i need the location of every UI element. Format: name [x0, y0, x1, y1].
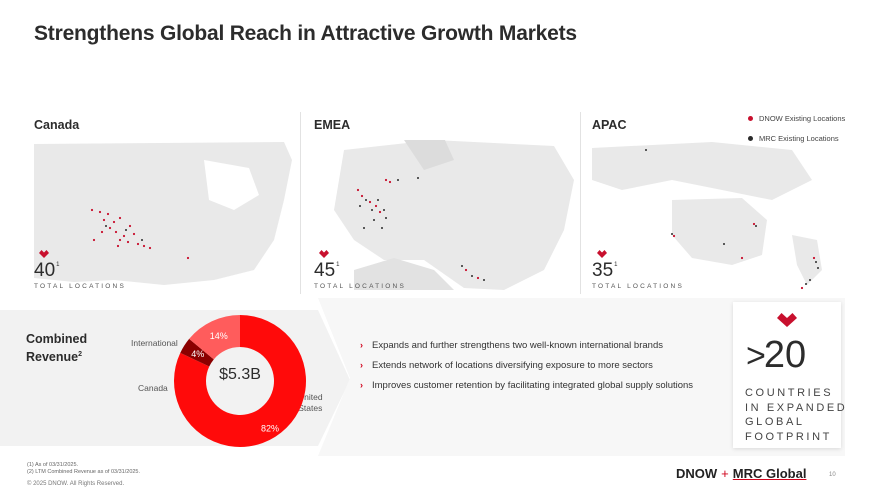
pct-label-us: 82% — [261, 423, 279, 433]
mrc-dot-icon — [748, 135, 753, 141]
divider — [300, 112, 301, 294]
region-emea: EMEA 451 TOTAL LOCATIONS — [314, 116, 576, 294]
region-apac: APAC 351 TOTAL LOCATIONS — [592, 116, 842, 294]
region-name: APAC — [592, 118, 627, 132]
emea-map — [334, 140, 574, 290]
pct-label-international: 14% — [210, 331, 228, 341]
revenue-total: $5.3B — [219, 366, 261, 383]
label-united-states: United States — [298, 392, 323, 413]
heart-icon — [319, 250, 329, 258]
label-canada: Canada — [138, 383, 168, 393]
divider — [580, 112, 581, 294]
countries-count: >20 — [746, 334, 807, 376]
brand-logo: DNOW + MRC Global — [676, 466, 807, 481]
legend-item-mrc: MRC Existing Locations — [748, 128, 845, 148]
list-item: › Improves customer retention by facilita… — [360, 380, 694, 391]
donut-segment-international — [189, 315, 240, 360]
list-item: › Expands and further strengthens two wel… — [360, 340, 663, 351]
footnotes: (1) As of 03/31/2025. (2) LTM Combined R… — [27, 462, 141, 475]
canada-map — [34, 140, 294, 290]
countries-description: COUNTRIES IN EXPANDED GLOBAL FOOTPRINT — [745, 387, 848, 443]
region-count: 451 — [314, 260, 340, 281]
region-count-label: TOTAL LOCATIONS — [314, 283, 406, 290]
legend-label: MRC Existing Locations — [759, 133, 839, 143]
revenue-title: Combined Revenue2 — [26, 332, 88, 365]
copyright: © 2025 DNOW. All Rights Reserved. — [27, 481, 125, 487]
region-canada: Canada 401 TOTAL LOCATIONS — [34, 116, 294, 294]
region-name: Canada — [34, 118, 80, 132]
dnow-dot-icon — [748, 115, 753, 121]
heart-icon — [777, 313, 797, 327]
page-number: 10 — [829, 472, 836, 478]
region-count-label: TOTAL LOCATIONS — [34, 283, 126, 290]
donut-segment-canada — [180, 338, 214, 367]
legend-item-dnow: DNOW Existing Locations — [748, 108, 845, 128]
pct-label-canada: 4% — [191, 349, 204, 359]
heart-icon — [39, 250, 49, 258]
legend-label: DNOW Existing Locations — [759, 113, 846, 123]
region-count-label: TOTAL LOCATIONS — [592, 283, 684, 290]
region-name: EMEA — [314, 118, 351, 132]
chevron-right-icon: › — [360, 360, 363, 370]
donut-segment-united-states — [174, 315, 307, 447]
chevron-right-icon: › — [360, 340, 363, 350]
label-international: International — [131, 338, 178, 348]
apac-map — [592, 142, 822, 290]
map-legend: DNOW Existing Locations MRC Existing Loc… — [748, 108, 845, 148]
chevron-right-icon: › — [360, 380, 363, 390]
region-count: 351 — [592, 260, 618, 281]
heart-icon — [597, 250, 607, 258]
list-item: › Extends network of locations diversifyi… — [360, 360, 653, 371]
benefits-list: › Expands and further strengthens two wel… — [360, 340, 720, 400]
page-title: Strengthens Global Reach in Attractive G… — [34, 22, 577, 45]
revenue-donut-chart: 82% 4% 14% — [174, 315, 307, 447]
region-count: 401 — [34, 260, 60, 281]
